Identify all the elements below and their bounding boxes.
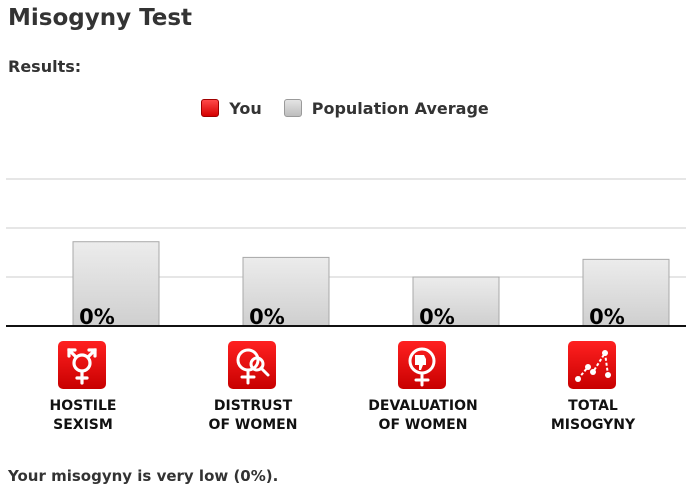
legend-label-you: You — [229, 98, 262, 118]
bar-population-average — [242, 256, 330, 327]
legend-swatch-population — [283, 99, 302, 117]
category-label-hostile-sexism: HOSTILE SEXISM — [49, 398, 117, 433]
legend-swatch-you — [201, 99, 220, 117]
legend-label-population: Population Average — [311, 98, 489, 118]
results-heading: Results: — [8, 57, 82, 76]
magnifier-female-icon — [228, 341, 276, 389]
chart-legend: You Population Average — [0, 97, 690, 119]
thumbs-down-female-icon — [398, 341, 446, 389]
category-label-devaluation-of-women: DEVALUATION OF WOMEN — [368, 398, 478, 433]
category-label-distrust-of-women: DISTRUST OF WOMEN — [208, 398, 298, 433]
category-label-total-misogyny: TOTAL MISOGYNY — [550, 398, 636, 433]
results-bar-chart: 0% 0% 0% 0% — [6, 178, 686, 329]
legend-item-population: Population Average — [283, 97, 489, 119]
gender-symbol-icon — [58, 341, 106, 389]
legend-item-you: You — [201, 97, 262, 119]
bar-population-average — [72, 241, 160, 327]
result-summary: Your misogyny is very low (0%). — [8, 467, 279, 485]
line-chart-icon — [568, 341, 616, 389]
page-title: Misogyny Test — [8, 5, 193, 31]
bar-population-average — [412, 276, 500, 327]
